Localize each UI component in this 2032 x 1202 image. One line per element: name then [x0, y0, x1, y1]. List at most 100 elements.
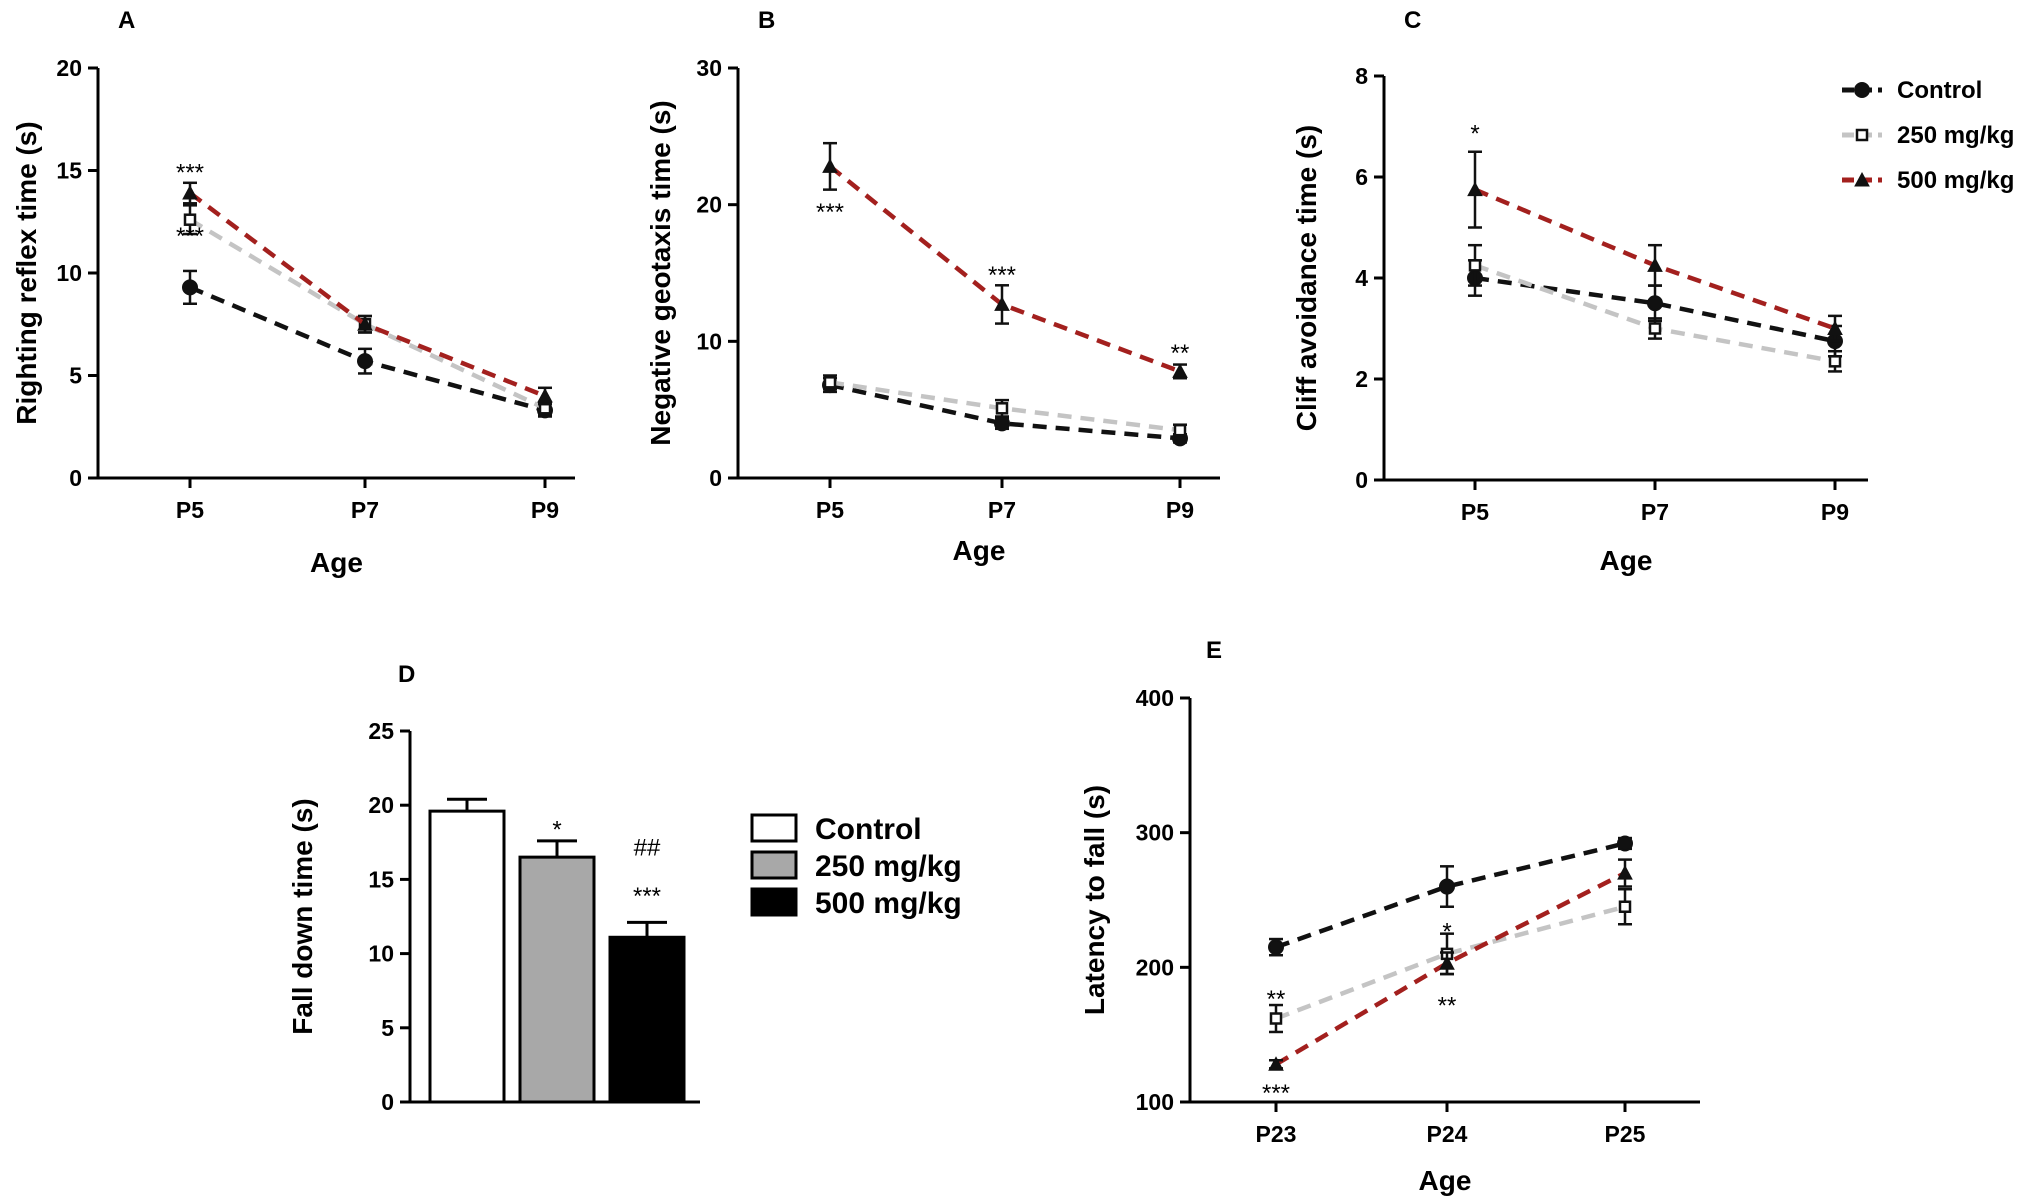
y-axis-label: Righting reflex time (s)	[11, 121, 42, 424]
x-axis-label: Age	[1419, 1165, 1472, 1196]
x-tick-label: P7	[351, 497, 379, 523]
y-axis-label: Latency to fall (s)	[1079, 785, 1110, 1015]
series-dose500	[1467, 150, 1843, 343]
panel-e: E 100 200 300 400 Latency to fall (s) P23 P24 P2…	[1079, 637, 1700, 1196]
series-dose500	[822, 141, 1188, 380]
data-point-dose500	[182, 184, 198, 200]
significance-label: *	[1470, 121, 1479, 148]
data-point-dose500	[1617, 865, 1633, 880]
series-control	[182, 269, 553, 419]
panel-b: B 0 10 20 30 Negative geotaxis time (s) P5 P7 P9…	[645, 7, 1220, 566]
legend-marker-dose500	[1854, 171, 1870, 187]
significance-label: *	[552, 816, 561, 843]
data-point-control	[994, 415, 1010, 432]
data-point-control	[1647, 295, 1663, 312]
panel-label-c: C	[1404, 7, 1421, 34]
significance-label: ***	[633, 883, 661, 910]
data-point-dose250	[1173, 423, 1187, 437]
series-dose500	[182, 181, 553, 406]
series-control	[1268, 835, 1633, 957]
x-tick-label: P9	[1821, 499, 1849, 525]
y-tick-label: 20	[696, 192, 722, 218]
bar-2	[518, 855, 596, 1104]
y-tick-label: 5	[381, 1015, 394, 1041]
legend-label: 250 mg/kg	[1897, 122, 2014, 149]
x-axis-label: Age	[310, 547, 363, 578]
data-point-dose500	[1467, 181, 1483, 197]
y-tick-label: 30	[696, 55, 722, 81]
data-point-dose500	[1172, 363, 1188, 378]
data-point-control	[182, 279, 198, 296]
bar-1	[428, 809, 506, 1104]
panel-label-a: A	[118, 7, 135, 34]
series-dose250	[1468, 243, 1842, 373]
legend-swatch	[750, 850, 798, 880]
series-line-dose250	[188, 217, 546, 411]
legend-label: 500 mg/kg	[1897, 167, 2014, 194]
x-tick-label: P9	[531, 497, 559, 523]
legend-swatch	[750, 813, 798, 843]
x-tick-label: P9	[1166, 497, 1194, 523]
legend-lines: Control 250 mg/kg 500 mg/kg	[1842, 77, 2014, 194]
series-line-control	[1275, 841, 1626, 950]
y-axis-label: Cliff avoidance time (s)	[1291, 125, 1322, 432]
panel-label-b: B	[758, 7, 775, 34]
series-line-control	[829, 382, 1181, 441]
panel-a: A 0 5 10 15 20 Righting reflex time (s) P5 P7 P9 A…	[11, 7, 575, 578]
significance-label: *	[1442, 919, 1451, 946]
series-dose250	[1269, 887, 1632, 1034]
significance-label: **	[1171, 340, 1190, 367]
panel-d: D 0 5 10 15 20 25 Fall down time (s) * ## *** Contr…	[287, 661, 962, 1115]
y-tick-label: 0	[709, 465, 722, 491]
legend-label: 500 mg/kg	[815, 887, 962, 920]
y-tick-label: 10	[56, 260, 82, 286]
data-point-dose500	[537, 387, 553, 403]
y-tick-label: 400	[1136, 685, 1174, 711]
significance-label: ***	[176, 223, 204, 250]
y-tick-label: 10	[696, 328, 722, 354]
y-tick-label: 20	[56, 55, 82, 81]
data-point-dose500	[822, 158, 838, 173]
x-tick-label: P25	[1605, 1121, 1646, 1147]
legend-marker-control	[1854, 82, 1870, 98]
x-axis-label: Age	[1600, 545, 1653, 576]
y-tick-label: 6	[1355, 164, 1368, 190]
y-tick-label: 8	[1355, 63, 1368, 89]
legend-marker-dose250	[1855, 128, 1869, 142]
legend-d: Control 250 mg/kg 500 mg/kg	[750, 813, 962, 920]
data-point-dose250	[183, 213, 197, 226]
y-tick-label: 10	[368, 941, 394, 967]
data-point-dose500	[357, 316, 373, 331]
y-tick-label: 300	[1136, 820, 1174, 846]
x-tick-label: P7	[1641, 499, 1669, 525]
significance-label: ***	[816, 199, 844, 226]
data-point-control	[1439, 878, 1455, 895]
data-point-dose500	[1827, 320, 1843, 335]
panel-label-e: E	[1206, 637, 1222, 664]
panel-c: C 0 2 4 6 8 Cliff avoidance time (s) P5 P7 P9 Age *	[1291, 7, 1868, 576]
y-tick-label: 25	[368, 718, 394, 744]
significance-label: ##	[634, 834, 661, 861]
y-tick-label: 200	[1136, 954, 1174, 980]
y-tick-label: 5	[69, 363, 82, 389]
legend-label: Control	[815, 813, 922, 846]
x-tick-label: P5	[816, 497, 844, 523]
bar-3	[608, 935, 686, 1104]
x-tick-label: P5	[1461, 499, 1489, 525]
data-point-dose500	[1439, 955, 1455, 970]
series-dose500	[1268, 858, 1633, 1071]
legend-label: Control	[1897, 77, 1982, 104]
y-tick-label: 0	[69, 465, 82, 491]
x-axis-label: Age	[953, 535, 1006, 566]
series-line-control	[1474, 275, 1836, 344]
legend-swatch	[750, 887, 798, 917]
data-point-dose500	[1268, 1056, 1284, 1071]
series-dose250	[823, 374, 1187, 437]
y-axis-label: Negative geotaxis time (s)	[645, 100, 676, 445]
data-point-dose250	[823, 376, 837, 389]
x-tick-label: P5	[176, 497, 204, 523]
data-point-dose500	[994, 296, 1010, 311]
data-point-dose250	[1269, 1012, 1283, 1025]
significance-label: ***	[176, 160, 204, 187]
